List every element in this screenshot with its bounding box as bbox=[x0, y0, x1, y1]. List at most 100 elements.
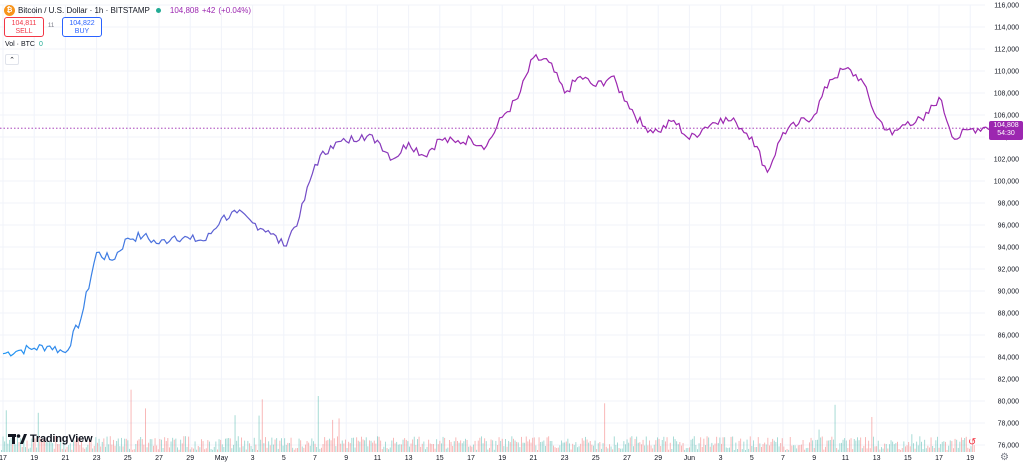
volume-bar bbox=[695, 445, 697, 452]
x-tick-label: 11 bbox=[374, 455, 381, 462]
symbol-legend[interactable]: ₿ Bitcoin / U.S. Dollar · 1h · BITSTAMP … bbox=[4, 3, 251, 17]
volume-bar bbox=[257, 450, 258, 452]
y-tick-label: 88,000 bbox=[998, 311, 1020, 318]
volume-bar bbox=[679, 442, 681, 452]
volume-bar bbox=[826, 440, 828, 452]
volume-bar bbox=[4, 441, 6, 452]
volume-bar bbox=[919, 436, 921, 452]
volume-bar bbox=[186, 446, 188, 452]
volume-bar bbox=[972, 439, 974, 452]
volume-bar bbox=[609, 444, 610, 452]
volume-bar bbox=[655, 440, 657, 452]
volume-bar bbox=[586, 439, 588, 452]
x-tick-label: 13 bbox=[405, 455, 413, 462]
volume-bar bbox=[188, 436, 190, 452]
volume-bar bbox=[377, 436, 378, 452]
volume-bar bbox=[738, 440, 740, 452]
volume-bar bbox=[258, 415, 260, 452]
volume-bar bbox=[431, 444, 433, 452]
volume-bar bbox=[874, 446, 876, 452]
volume-bar bbox=[420, 446, 422, 452]
volume-bar bbox=[425, 449, 426, 452]
volume-bar bbox=[729, 447, 730, 452]
volume-bar bbox=[89, 438, 90, 452]
volume-bar bbox=[868, 440, 870, 452]
volume-bar bbox=[548, 436, 550, 452]
volume-bar bbox=[641, 444, 642, 452]
volume-bar bbox=[964, 438, 966, 452]
volume-bar bbox=[882, 448, 884, 452]
volume-bar bbox=[717, 443, 719, 452]
volume-bar bbox=[626, 439, 628, 452]
volume-bar bbox=[442, 436, 444, 452]
volume-bar bbox=[938, 447, 940, 452]
buy-button[interactable]: 104,822 BUY bbox=[62, 17, 102, 37]
volume-bar bbox=[618, 448, 620, 452]
volume-legend[interactable]: Vol · BTC 0 bbox=[5, 41, 43, 48]
volume-bar bbox=[909, 446, 911, 452]
volume-bar bbox=[730, 436, 732, 452]
volume-bar bbox=[461, 443, 463, 452]
y-tick-label: 94,000 bbox=[998, 245, 1020, 252]
volume-bar bbox=[178, 449, 180, 452]
volume-bar bbox=[319, 448, 321, 452]
volume-bar bbox=[530, 442, 532, 452]
volume-bar bbox=[759, 443, 761, 452]
volume-bar bbox=[370, 440, 372, 452]
volume-bar bbox=[313, 441, 314, 452]
volume-bar bbox=[181, 443, 183, 452]
volume-bar bbox=[673, 436, 674, 452]
volume-bar bbox=[661, 440, 663, 452]
gear-icon[interactable]: ⚙ bbox=[1000, 452, 1009, 463]
volume-bar bbox=[783, 446, 785, 452]
volume-bar bbox=[322, 444, 324, 452]
volume-bar bbox=[794, 445, 796, 452]
volume-bar bbox=[789, 437, 791, 452]
volume-bar bbox=[49, 442, 50, 452]
volume-bar bbox=[487, 449, 489, 452]
volume-bar bbox=[341, 440, 343, 452]
volume-bar bbox=[719, 437, 721, 452]
volume-bar bbox=[572, 443, 574, 452]
symbol-title[interactable]: Bitcoin / U.S. Dollar · 1h · BITSTAMP bbox=[18, 5, 150, 15]
tradingview-logo[interactable]: TradingView bbox=[8, 432, 93, 446]
volume-bar bbox=[215, 441, 217, 452]
volume-bar bbox=[969, 448, 970, 452]
price-axis[interactable]: 116,000 114,000 112,000 110,000 108,000 106,0… bbox=[994, 3, 1019, 450]
volume-bar bbox=[585, 436, 586, 452]
volume-bar bbox=[516, 441, 518, 452]
time-axis[interactable]: 17 19 21 23 25 27 29 May 3 5 7 9 11 13 15 17 19 21 23 25 27 2… bbox=[0, 455, 974, 462]
volume-label: Vol · BTC bbox=[5, 41, 35, 48]
volume-bar bbox=[754, 447, 756, 452]
volume-bar bbox=[903, 441, 905, 452]
reset-chart-icon[interactable]: ↺ bbox=[968, 437, 977, 448]
chevron-up-icon[interactable]: ⌃ bbox=[5, 54, 19, 65]
volume-bar bbox=[383, 446, 385, 452]
volume-bar bbox=[9, 439, 10, 452]
volume-bar bbox=[90, 440, 92, 452]
volume-bar bbox=[687, 448, 689, 452]
volume-bar bbox=[317, 396, 319, 452]
volume-bar bbox=[820, 437, 822, 452]
y-tick-label: 114,000 bbox=[994, 25, 1019, 32]
volume-bar bbox=[229, 438, 231, 452]
volume-bar bbox=[175, 438, 177, 452]
volume-bar bbox=[612, 449, 614, 452]
volume-bar bbox=[481, 436, 482, 452]
volume-bar bbox=[170, 441, 172, 452]
volume-bar bbox=[444, 437, 446, 452]
volume-bar bbox=[554, 447, 556, 452]
volume-bar bbox=[521, 436, 522, 452]
volume-bar bbox=[221, 444, 223, 452]
x-tick-label: 3 bbox=[251, 455, 255, 462]
sell-button[interactable]: 104,811 SELL bbox=[4, 17, 44, 37]
volume-bar bbox=[567, 438, 569, 452]
volume-bar bbox=[173, 439, 175, 452]
market-status-icon[interactable] bbox=[155, 7, 161, 13]
volume-bar bbox=[721, 443, 722, 452]
volume-bar bbox=[540, 442, 542, 452]
volume-bar bbox=[212, 449, 214, 452]
volume-bar bbox=[727, 448, 729, 452]
